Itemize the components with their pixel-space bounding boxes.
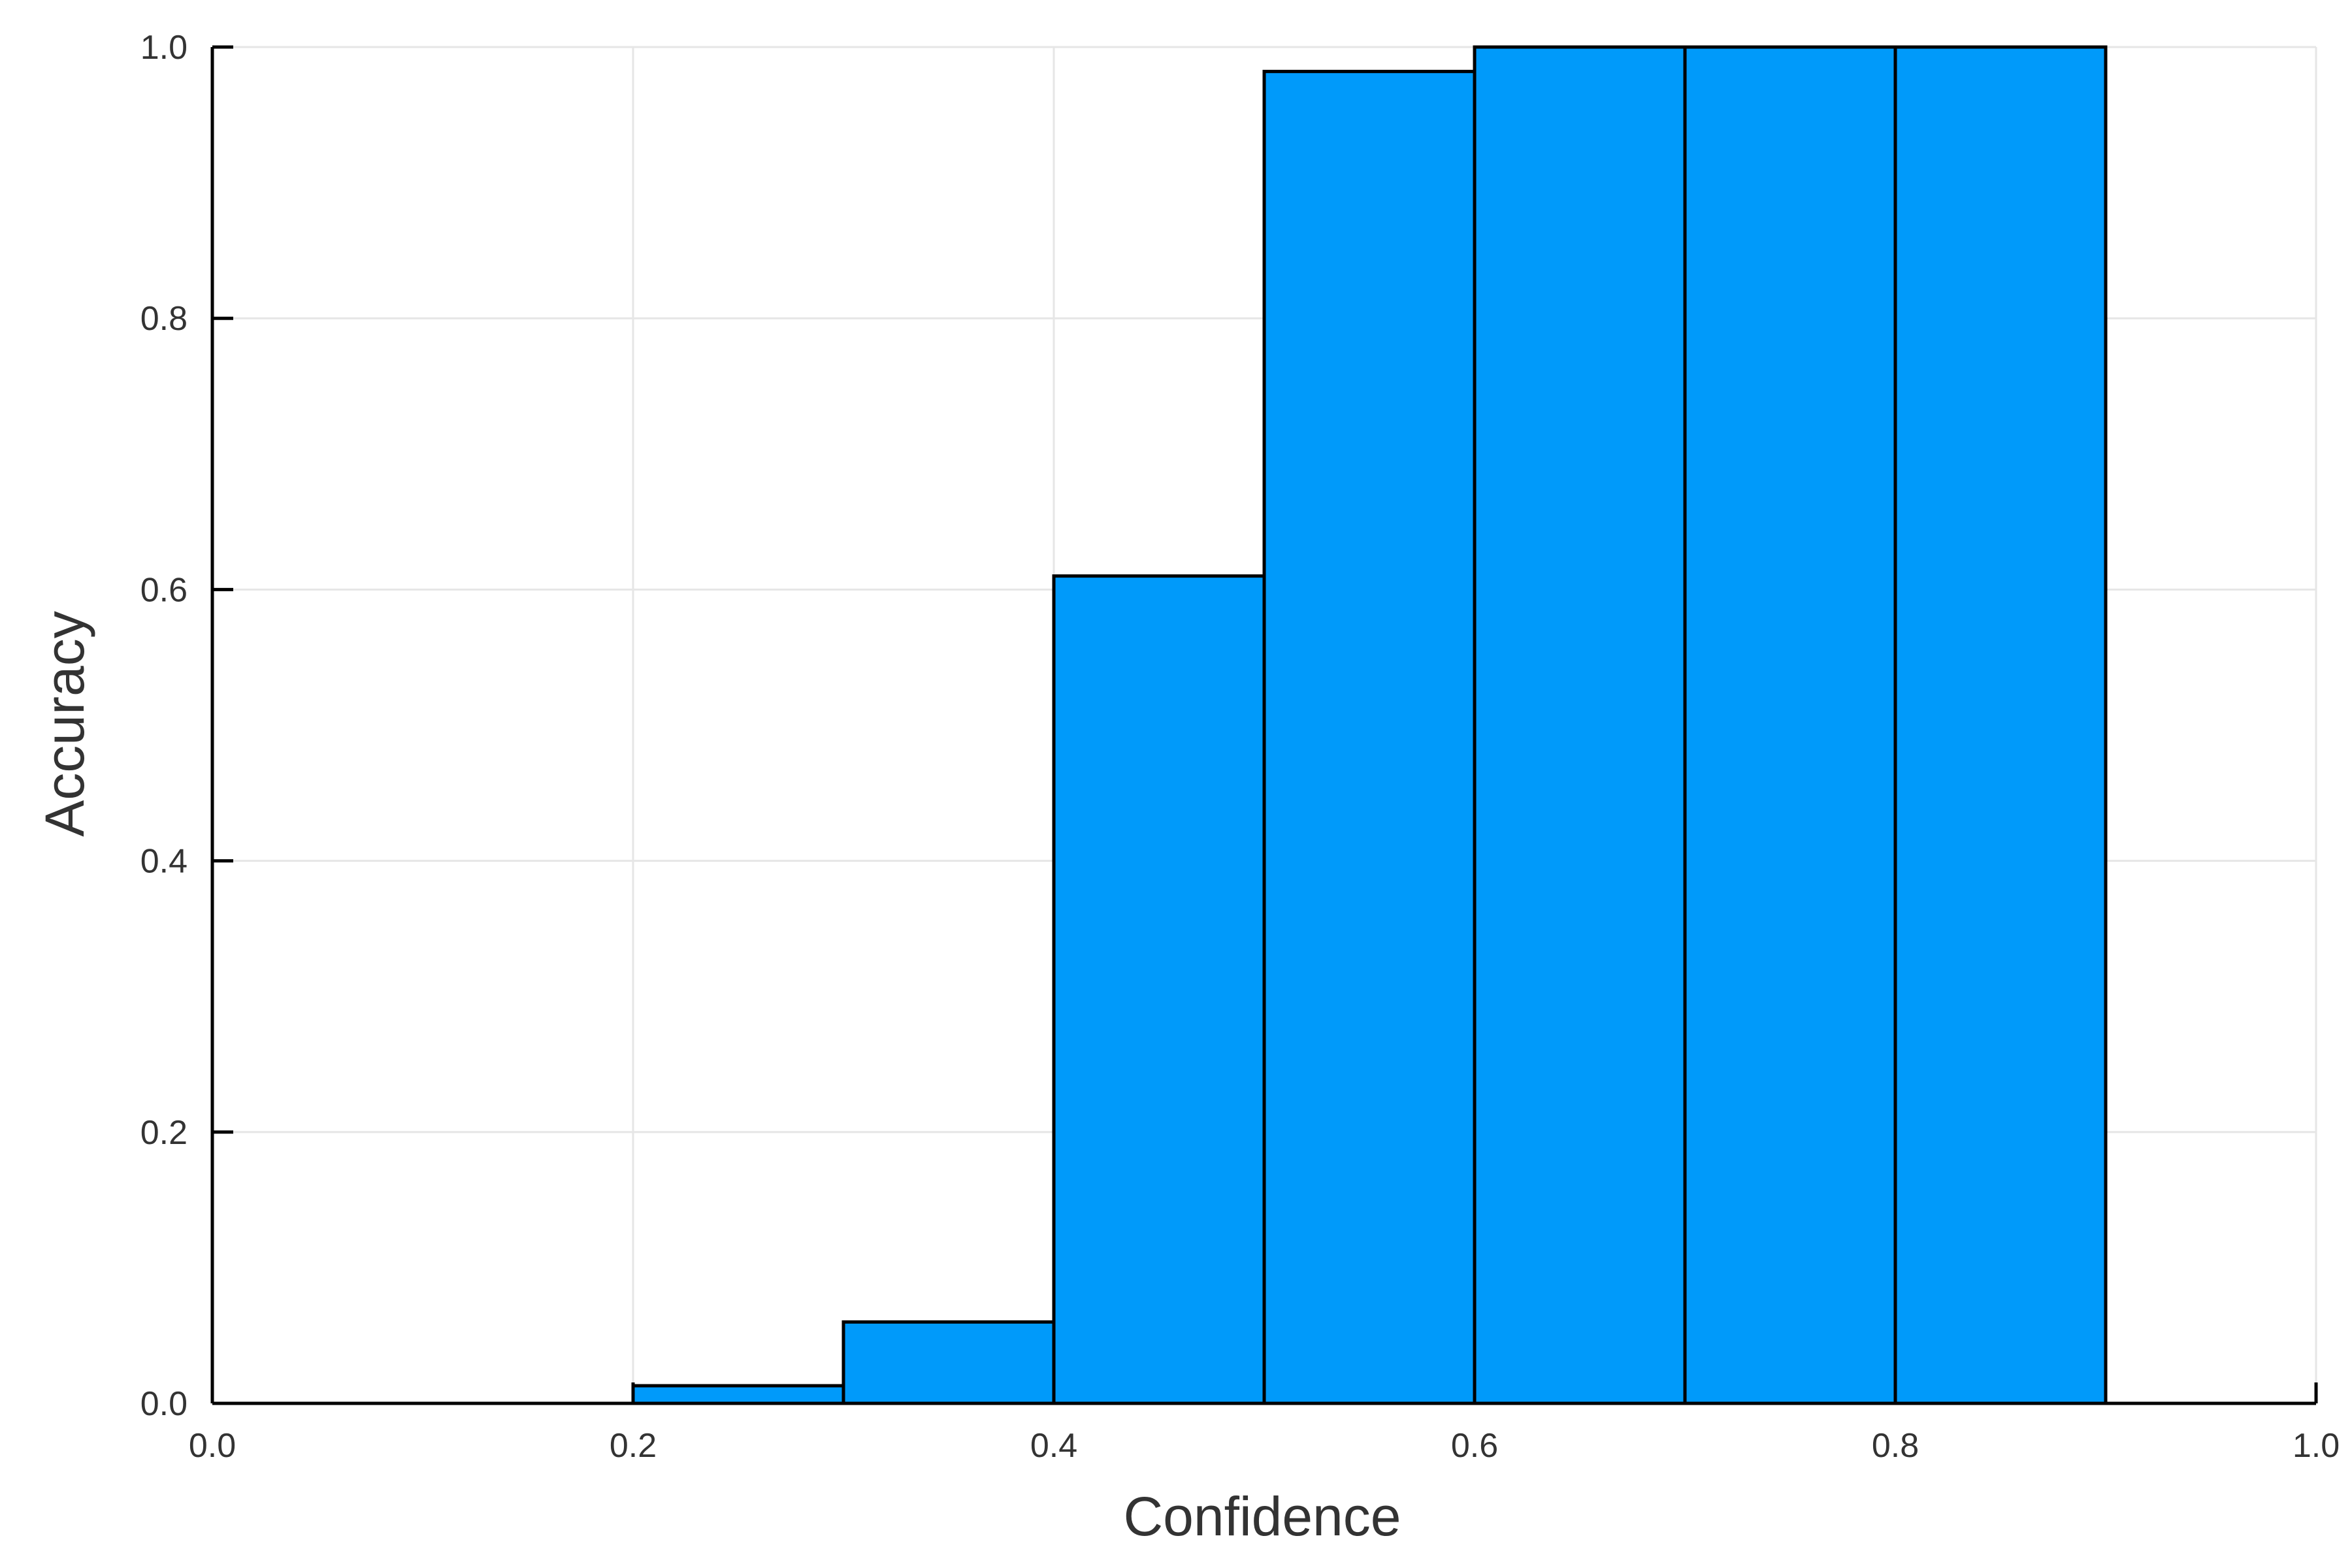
histogram-bar bbox=[841, 1320, 1056, 1405]
y-tick-label: 0.0 bbox=[140, 1385, 188, 1423]
tick-labels: 0.0 0.2 0.4 0.6 0.8 1.0 0.0 0.2 0.4 0.6 0.8 1.0 bbox=[140, 29, 2340, 1465]
x-tick-label: 0.0 bbox=[189, 1427, 236, 1465]
x-tick-label: 0.6 bbox=[1451, 1427, 1498, 1465]
y-axis-title: Accuracy bbox=[34, 611, 95, 836]
histogram-bar bbox=[1052, 574, 1266, 1405]
x-axis-title: Confidence bbox=[1124, 1486, 1401, 1547]
x-tick-label: 0.4 bbox=[1030, 1427, 1077, 1465]
y-tick-label: 0.6 bbox=[140, 571, 188, 609]
y-tick-label: 0.4 bbox=[140, 843, 188, 881]
y-tick-label: 0.8 bbox=[140, 300, 188, 338]
histogram-bar bbox=[1262, 69, 1477, 1405]
x-tick-label: 0.8 bbox=[1872, 1427, 1919, 1465]
histogram-bar bbox=[1683, 45, 1897, 1405]
y-tick-label: 1.0 bbox=[140, 29, 188, 67]
histogram-bar bbox=[631, 1384, 845, 1405]
histogram-bar bbox=[1473, 45, 1687, 1405]
axes bbox=[210, 45, 2318, 1405]
x-tick-label: 0.2 bbox=[610, 1427, 657, 1465]
histogram-bar bbox=[1893, 45, 2108, 1405]
y-tick-label: 0.2 bbox=[140, 1114, 188, 1152]
bars bbox=[631, 45, 2108, 1405]
x-tick-label: 1.0 bbox=[2293, 1427, 2340, 1465]
